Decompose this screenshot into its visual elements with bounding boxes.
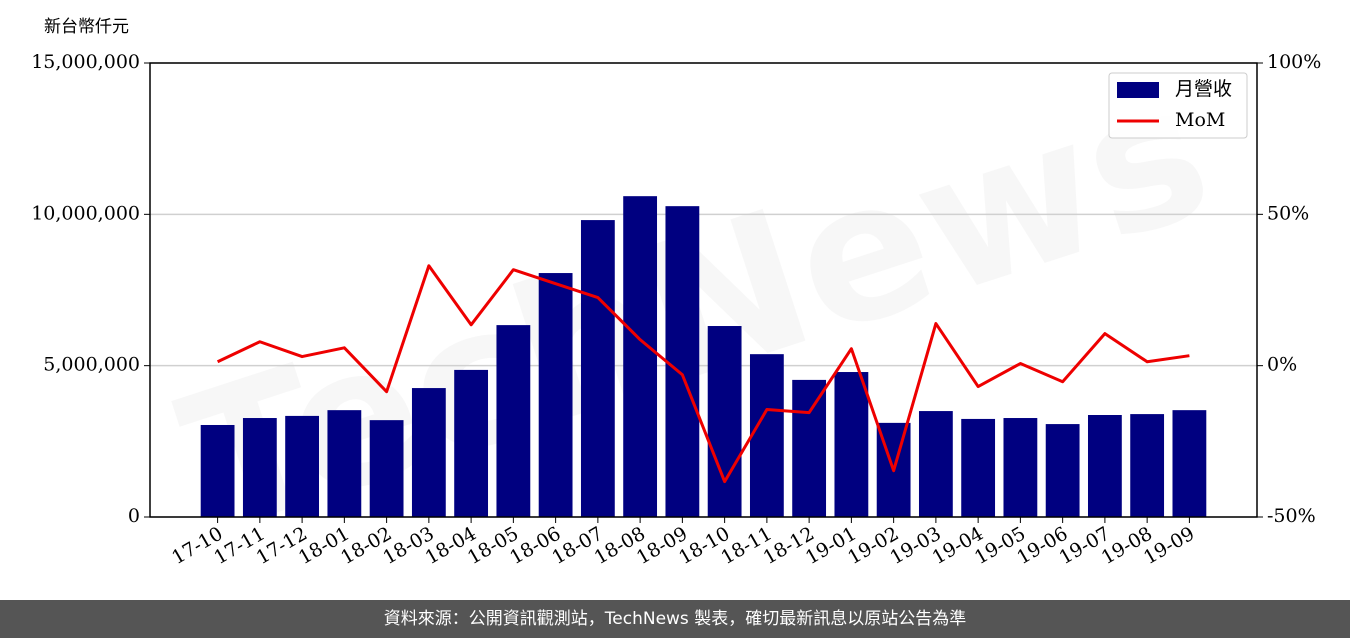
bar — [580, 220, 615, 518]
bar — [242, 418, 277, 517]
y2-tick-label: 100% — [1267, 51, 1321, 73]
y-tick-label: 0 — [128, 505, 140, 527]
y-tick-label: 15,000,000 — [31, 51, 140, 73]
bar — [538, 273, 573, 517]
bar — [1130, 414, 1165, 517]
y2-tick-label: -50% — [1267, 505, 1316, 527]
bar — [792, 379, 827, 517]
y2-tick-label: 0% — [1267, 354, 1297, 376]
bar — [1172, 410, 1207, 517]
legend-label: MoM — [1175, 109, 1225, 131]
chart: 新台幣仟元 TechNews 05,000,00010,000,00015,00… — [31, 17, 1322, 570]
bar — [1003, 418, 1038, 517]
plot-frame — [149, 62, 1258, 518]
legend-label: 月營收 — [1175, 78, 1232, 100]
bar — [665, 206, 700, 518]
y2-tick-label: 50% — [1267, 202, 1309, 224]
bar — [1045, 424, 1080, 517]
bar — [1087, 415, 1122, 517]
bar — [623, 196, 658, 517]
line — [216, 264, 1190, 484]
bar — [327, 410, 362, 517]
bar — [834, 372, 869, 517]
bar — [411, 388, 446, 517]
bar — [454, 369, 489, 517]
bar — [369, 420, 404, 517]
bar — [749, 354, 784, 517]
bar — [961, 418, 996, 517]
y-tick-label: 10,000,000 — [31, 202, 140, 224]
y-axis-label: 新台幣仟元 — [44, 17, 129, 37]
y-tick-label: 5,000,000 — [43, 354, 140, 376]
bar — [285, 415, 320, 517]
legend-swatch — [1117, 82, 1159, 98]
bar — [496, 325, 531, 517]
footer: 資料來源：公開資訊觀測站，TechNews 製表，確切最新訊息以原站公告為準 — [0, 600, 1350, 638]
bar — [200, 424, 235, 517]
bar — [918, 411, 953, 517]
bar — [707, 326, 742, 517]
